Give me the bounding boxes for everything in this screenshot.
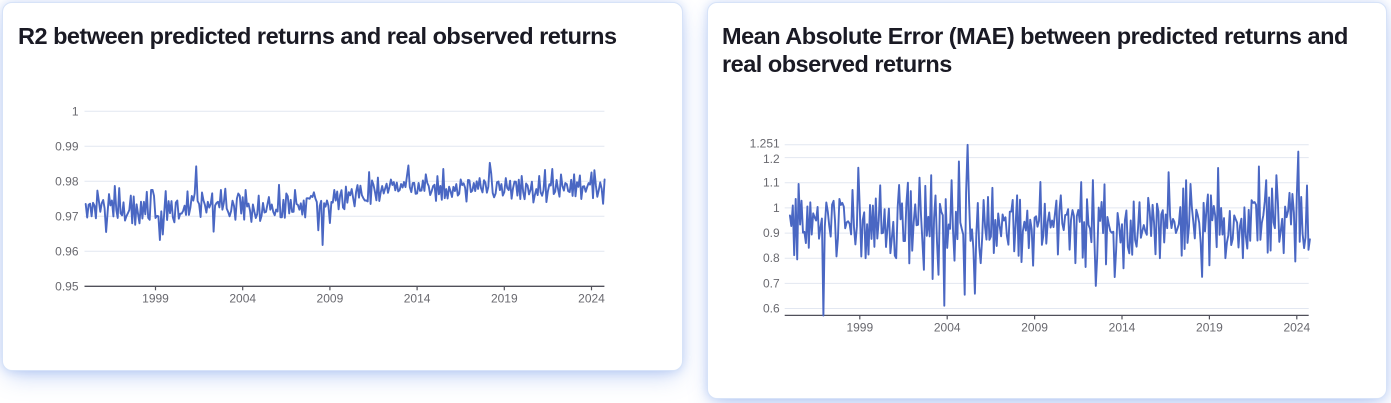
svg-text:0.98: 0.98 <box>55 174 79 188</box>
svg-text:1.2: 1.2 <box>763 152 780 166</box>
svg-text:0.6: 0.6 <box>763 302 780 316</box>
svg-text:0.7: 0.7 <box>763 276 780 290</box>
svg-text:2009: 2009 <box>317 291 344 305</box>
svg-text:0.99: 0.99 <box>55 139 79 153</box>
svg-text:0.95: 0.95 <box>55 279 79 293</box>
svg-text:2009: 2009 <box>1021 320 1048 334</box>
svg-text:1: 1 <box>773 201 780 215</box>
svg-text:0.97: 0.97 <box>55 209 79 223</box>
svg-text:2014: 2014 <box>404 291 431 305</box>
svg-text:2019: 2019 <box>1196 320 1223 334</box>
svg-text:2024: 2024 <box>1283 320 1310 334</box>
svg-text:1999: 1999 <box>142 291 169 305</box>
svg-text:2014: 2014 <box>1109 320 1136 334</box>
svg-text:1: 1 <box>72 104 79 118</box>
svg-text:2024: 2024 <box>578 291 605 305</box>
svg-text:2004: 2004 <box>934 320 961 334</box>
svg-text:2004: 2004 <box>229 291 256 305</box>
svg-text:1999: 1999 <box>846 320 873 334</box>
svg-text:0.8: 0.8 <box>763 251 780 265</box>
svg-text:1.1: 1.1 <box>763 176 780 190</box>
svg-text:0.9: 0.9 <box>763 226 780 240</box>
svg-text:1.251: 1.251 <box>750 136 780 150</box>
svg-text:2019: 2019 <box>491 291 518 305</box>
svg-text:0.96: 0.96 <box>55 244 79 258</box>
